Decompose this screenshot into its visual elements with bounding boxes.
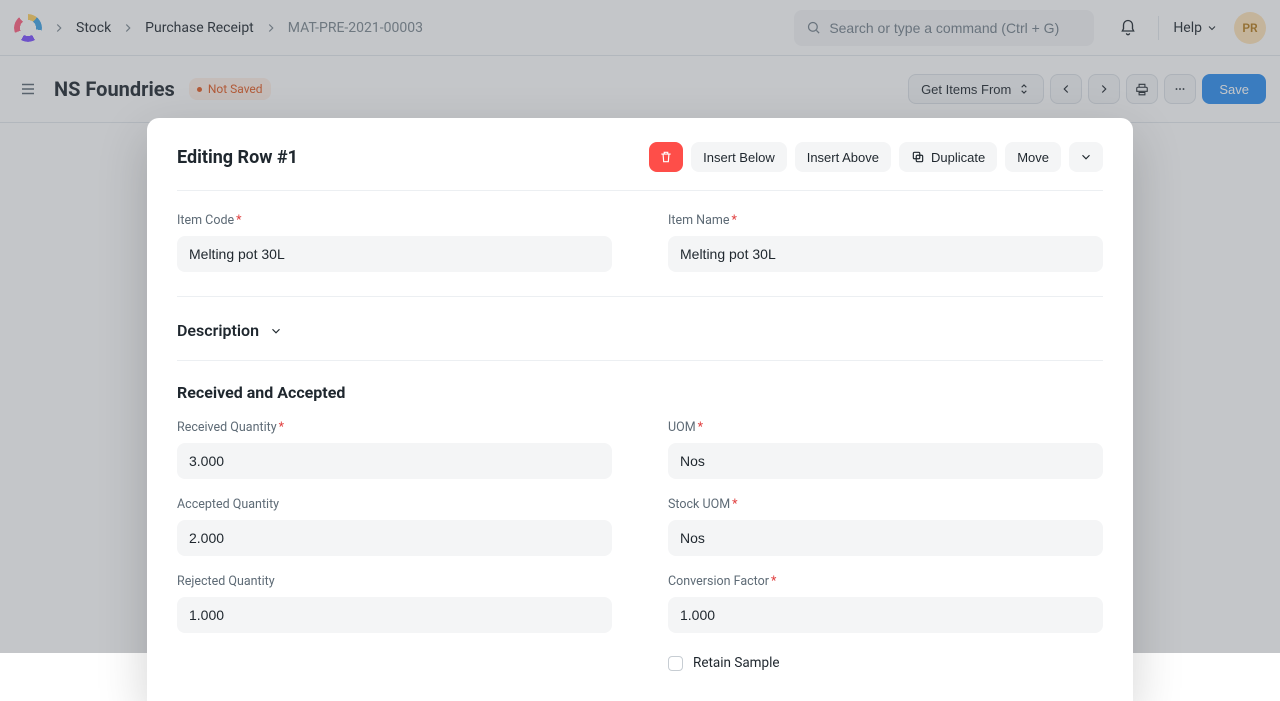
insert-above-button[interactable]: Insert Above (795, 142, 891, 172)
section-description[interactable]: Description (177, 315, 1103, 361)
label-retain-sample: Retain Sample (693, 655, 780, 671)
field-item-code: Item Code* (177, 213, 612, 272)
input-uom[interactable] (668, 443, 1103, 479)
field-accepted-qty: Accepted Quantity (177, 497, 612, 556)
input-stock-uom[interactable] (668, 520, 1103, 556)
collapse-button[interactable] (1069, 142, 1103, 172)
section-received-accepted: Received and Accepted (177, 379, 1103, 402)
chevron-down-icon (269, 324, 283, 338)
label-rejected-qty: Rejected Quantity (177, 574, 612, 589)
section-description-label: Description (177, 321, 259, 340)
modal-form: Item Code* Item Name* Description Receiv… (177, 191, 1103, 671)
input-rejected-qty[interactable] (177, 597, 612, 633)
field-rejected-qty: Rejected Quantity (177, 574, 612, 633)
label-item-name: Item Name* (668, 213, 1103, 228)
modal-title: Editing Row #1 (177, 147, 641, 168)
label-received-qty: Received Quantity* (177, 420, 612, 435)
field-received-qty: Received Quantity* (177, 420, 612, 479)
field-stock-uom: Stock UOM* (668, 497, 1103, 556)
insert-below-button[interactable]: Insert Below (691, 142, 787, 172)
field-item-name: Item Name* (668, 213, 1103, 272)
label-accepted-qty: Accepted Quantity (177, 497, 612, 512)
chevron-down-icon (1079, 150, 1093, 164)
label-item-code: Item Code* (177, 213, 612, 228)
trash-icon (659, 150, 673, 164)
divider (177, 296, 1103, 297)
input-conversion-factor[interactable] (668, 597, 1103, 633)
field-conversion-factor: Conversion Factor* (668, 574, 1103, 633)
modal-header: Editing Row #1 Insert Below Insert Above… (177, 118, 1103, 191)
input-accepted-qty[interactable] (177, 520, 612, 556)
edit-row-modal: Editing Row #1 Insert Below Insert Above… (147, 118, 1133, 701)
duplicate-label: Duplicate (931, 150, 985, 165)
field-retain-sample[interactable]: Retain Sample (668, 651, 1103, 671)
label-conversion-factor: Conversion Factor* (668, 574, 1103, 589)
checkbox-retain-sample[interactable] (668, 656, 683, 671)
copy-icon (911, 150, 925, 164)
duplicate-button[interactable]: Duplicate (899, 142, 997, 172)
input-item-name[interactable] (668, 236, 1103, 272)
field-uom: UOM* (668, 420, 1103, 479)
input-received-qty[interactable] (177, 443, 612, 479)
label-uom: UOM* (668, 420, 1103, 435)
label-stock-uom: Stock UOM* (668, 497, 1103, 512)
delete-row-button[interactable] (649, 142, 683, 172)
move-button[interactable]: Move (1005, 142, 1061, 172)
input-item-code[interactable] (177, 236, 612, 272)
